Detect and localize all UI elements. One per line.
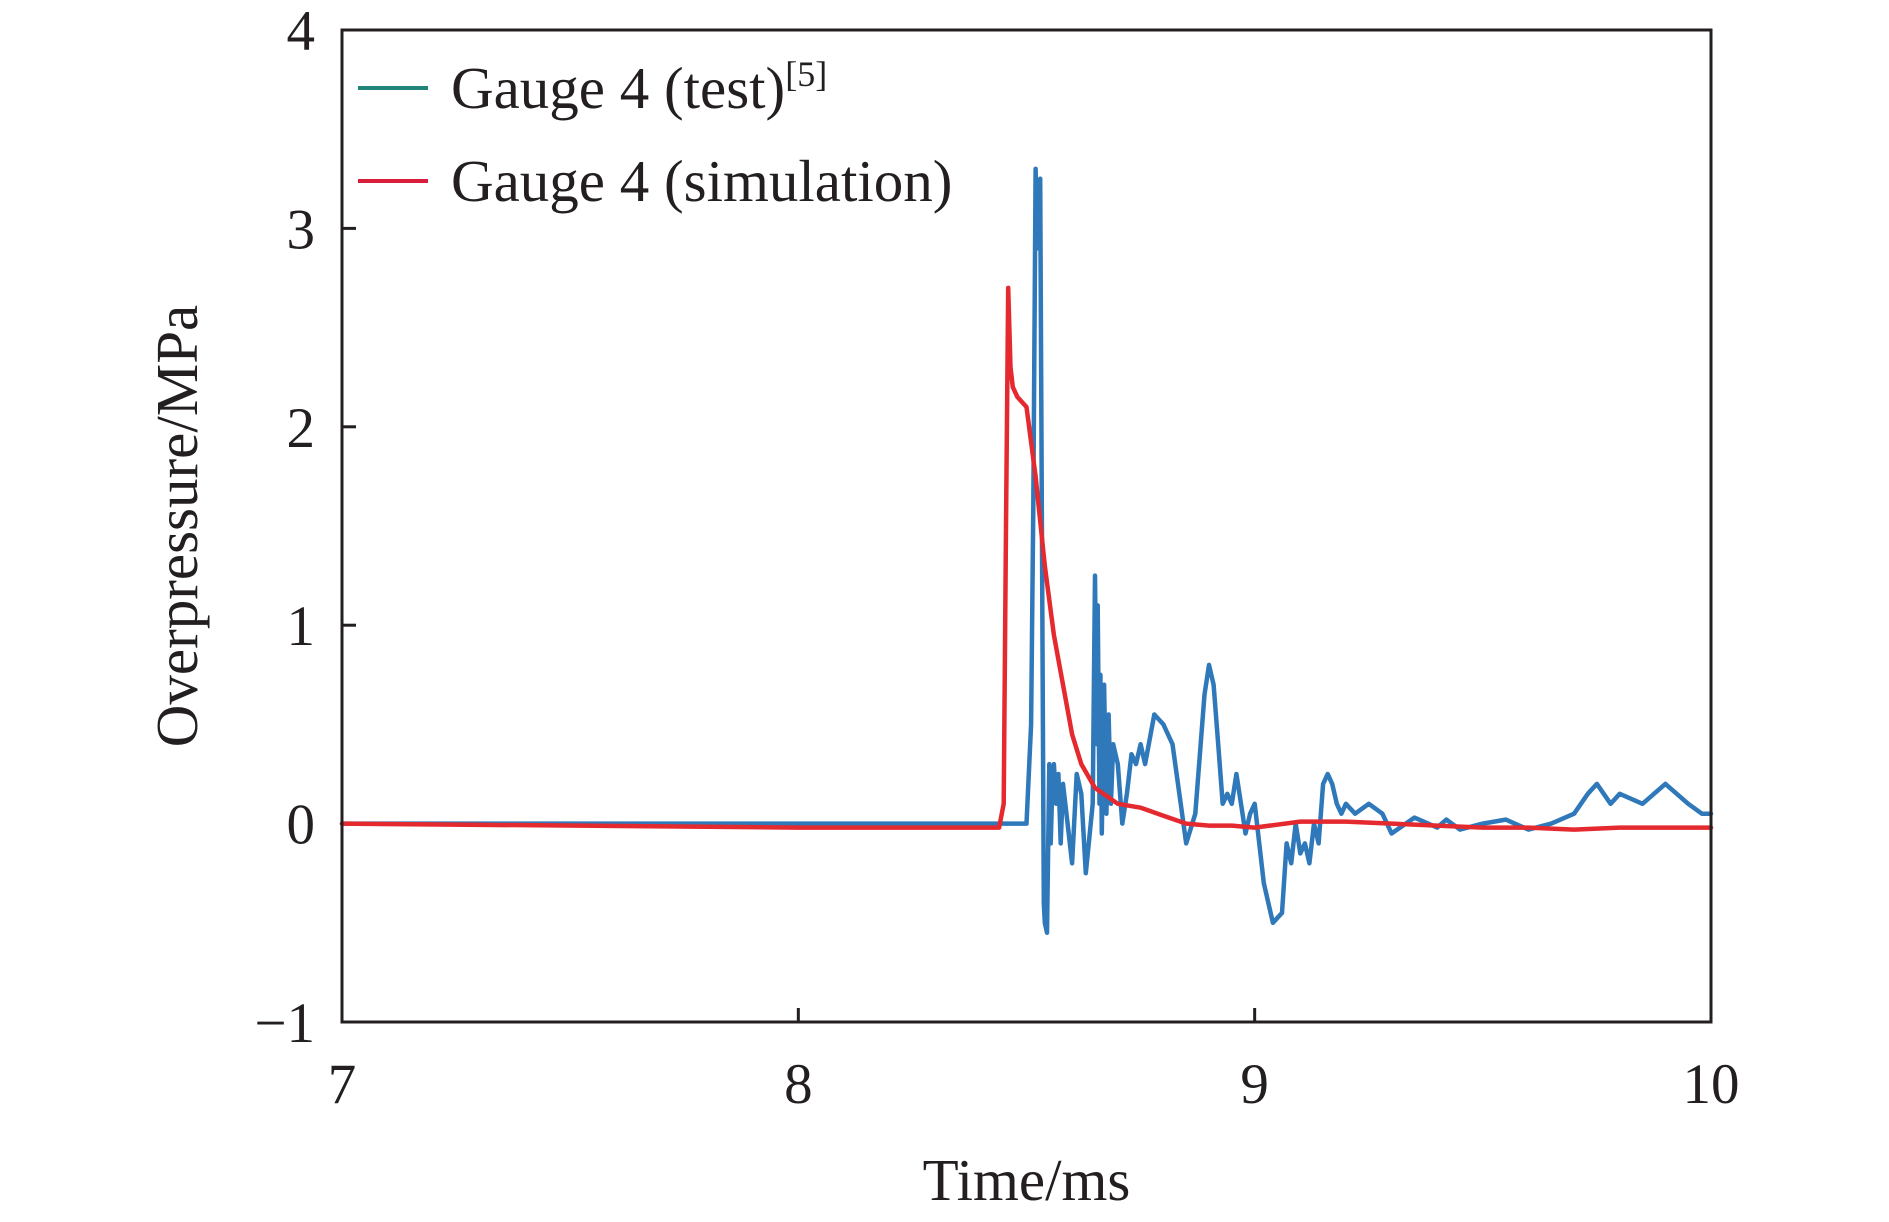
x-tick-label-3: 10	[1683, 1053, 1740, 1116]
legend-label-simulation-main: Gauge 4 (simulation)	[451, 148, 952, 214]
plot-frame	[340, 28, 1713, 1024]
y-tick-label-1: 0	[287, 794, 316, 857]
legend-label-test-citation: [5]	[785, 54, 827, 94]
series-line-simulation	[339, 285, 1714, 832]
y-tick-label-0: −1	[254, 992, 315, 1055]
legend-label-simulation: Gauge 4 (simulation)	[451, 148, 952, 214]
y-tick-label-5: 4	[287, 0, 316, 63]
x-tick-label-1: 8	[784, 1053, 813, 1116]
legend-label-test-main: Gauge 4 (test)	[451, 55, 785, 121]
y-tick-label-3: 2	[287, 397, 316, 460]
y-axis-ticks: −1 0 1 2 3 4	[254, 0, 356, 1055]
y-tick-label-2: 1	[287, 595, 316, 658]
legend-label-test: Gauge 4 (test)[5]	[451, 54, 827, 121]
legend: Gauge 4 (test)[5] Gauge 4 (simulation)	[358, 54, 952, 214]
y-tick-label-4: 3	[287, 198, 316, 261]
x-tick-label-2: 9	[1240, 1053, 1269, 1116]
x-tick-label-0: 7	[328, 1053, 357, 1116]
y-axis-label: Overpressure/MPa	[144, 305, 210, 747]
series-layer	[339, 166, 1714, 935]
x-axis-label: Time/ms	[923, 1147, 1131, 1213]
x-axis-ticks: 7 8 9 10	[328, 1008, 1740, 1116]
series-line-test	[339, 166, 1714, 935]
